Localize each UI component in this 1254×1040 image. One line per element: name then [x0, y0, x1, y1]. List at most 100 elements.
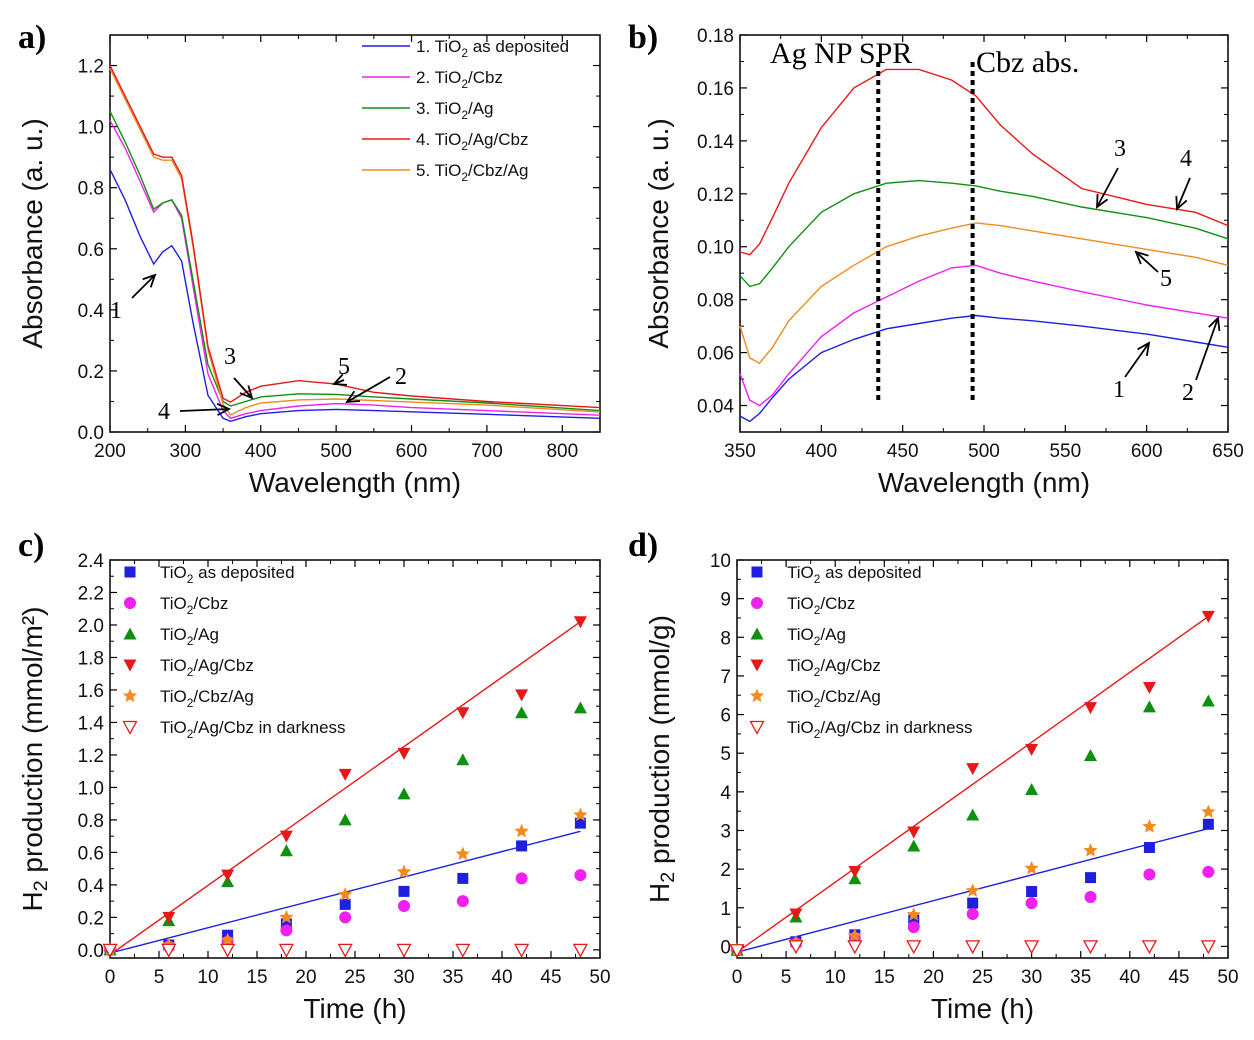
y-tick-label: 0.2: [78, 908, 104, 929]
x-tick-label: 40: [491, 967, 512, 988]
plot-frame: [109, 559, 601, 959]
y-tick-label: 1.2: [78, 746, 104, 767]
x-tick-label: 20: [295, 967, 316, 988]
x-tick-label: 40: [1119, 967, 1140, 988]
open-triangle-marker: [572, 943, 588, 958]
x-axis-label: Time (h): [931, 993, 1034, 1024]
series-line-5: [109, 68, 601, 416]
x-tick-label: 45: [540, 967, 561, 988]
triangle-down-marker: [750, 659, 764, 672]
y-tick-label: 2.4: [78, 551, 105, 572]
panel-label-1: b): [628, 19, 658, 56]
x-tick-label: 0: [105, 967, 116, 988]
fit-line-0: [736, 615, 1209, 953]
square-marker: [908, 914, 920, 926]
triangle-down-marker: [123, 659, 137, 672]
circle-marker: [339, 911, 352, 924]
star-marker: [1024, 860, 1039, 875]
annotation-4: 4: [1180, 146, 1192, 172]
annotation-1: 1: [110, 298, 122, 324]
triangle-down-marker: [338, 768, 352, 781]
open-triangle-marker: [729, 944, 745, 959]
legend-entry-3-sub: 2: [461, 108, 468, 122]
circle-marker: [280, 924, 293, 937]
series-line-4: [109, 65, 601, 409]
square-marker: [124, 566, 136, 578]
triangle-up-marker: [1025, 783, 1039, 796]
x-axis-label: Wavelength (nm): [249, 467, 461, 498]
y-tick-label: 0.16: [697, 79, 734, 100]
legend-entry-2-rest: /Cbz: [193, 594, 228, 613]
legend-entry-1-sub: 2: [187, 572, 194, 586]
triangle-up-marker: [966, 808, 980, 821]
annotation-5: 5: [338, 354, 350, 380]
x-tick-label: 550: [1049, 441, 1081, 462]
series-line-3: [739, 179, 1229, 288]
circle-marker: [1202, 865, 1215, 878]
legend-entry-4-rest: /Ag/Cbz: [468, 130, 528, 149]
y-tick-label: 1.8: [78, 648, 104, 669]
star-marker: [965, 883, 980, 897]
legend-entry-1-main: TiO: [787, 563, 814, 582]
open-triangle-marker: [220, 943, 236, 958]
triangle-up-marker: [1142, 700, 1156, 713]
x-tick-label: 500: [320, 441, 352, 462]
y-tick-label: 9: [720, 590, 731, 611]
circle-marker: [1025, 897, 1038, 910]
legend-entry-2: TiO2/Cbz: [787, 594, 855, 617]
x-tick-label: 25: [344, 967, 365, 988]
legend-entry-4-main: TiO: [160, 656, 187, 675]
triangle-down-marker: [907, 826, 921, 839]
y-tick-label: 0.12: [697, 185, 734, 206]
y-tick-label: 0.06: [697, 344, 734, 365]
arrow-3-head: [239, 385, 254, 400]
triangle-down-marker: [279, 830, 293, 843]
y-axis-label-sub: 2: [30, 880, 52, 891]
panel-label-0: a): [18, 19, 46, 56]
square-marker: [516, 840, 528, 852]
legend-entry-2-sub: 2: [187, 603, 194, 617]
arrow-2-head: [1208, 316, 1221, 332]
y-tick-label: 2.2: [78, 583, 104, 604]
triangle-down-marker: [789, 908, 803, 921]
legend-entry-1-sub: 2: [461, 46, 468, 60]
star-marker: [573, 807, 588, 822]
legend-entry-4-main: 4. TiO: [416, 130, 461, 149]
open-triangle-marker: [337, 943, 353, 958]
x-tick-label: 50: [589, 967, 610, 988]
legend-entry-5-rest: /Cbz/Ag: [468, 161, 528, 180]
arrow-1: [1124, 342, 1150, 378]
x-tick-label: 5: [154, 967, 165, 988]
y-tick-label: 1.6: [78, 681, 104, 702]
legend-entry-4-sub: 2: [187, 665, 194, 679]
legend-entry-1-rest: as deposited: [193, 563, 294, 582]
legend-entry-1-main: 1. TiO: [416, 37, 461, 56]
triangle-down-marker: [456, 707, 470, 720]
y-tick-label: 10: [710, 551, 731, 572]
arrow-5-head: [332, 373, 348, 386]
legend-entry-2-sub: 2: [814, 603, 821, 617]
x-tick-label: 600: [396, 441, 428, 462]
triangle-down-marker: [397, 747, 411, 760]
star-marker: [1201, 804, 1216, 819]
circle-marker: [515, 872, 528, 885]
legend-entry-5-main: TiO: [160, 687, 187, 706]
legend-entry-5-main: TiO: [787, 687, 814, 706]
annotation-3: 3: [224, 344, 236, 370]
y-tick-label: 0.14: [697, 132, 734, 153]
legend-entry-3-rest: /Ag: [820, 625, 846, 644]
triangle-up-marker: [750, 627, 764, 640]
star-marker: [847, 928, 862, 942]
series-line-4: [739, 68, 1229, 256]
x-tick-label: 350: [724, 441, 756, 462]
y-tick-label: 0.6: [78, 843, 104, 864]
y-axis-label-rest: production (mmol/g): [644, 615, 675, 872]
open-triangle-marker: [396, 943, 412, 958]
plot-frame: [736, 559, 1229, 959]
circle-marker: [907, 921, 920, 934]
series-line-1: [739, 314, 1229, 423]
y-axis-label: H2 production (mmol/g): [644, 615, 679, 903]
triangle-up-marker: [338, 813, 352, 826]
